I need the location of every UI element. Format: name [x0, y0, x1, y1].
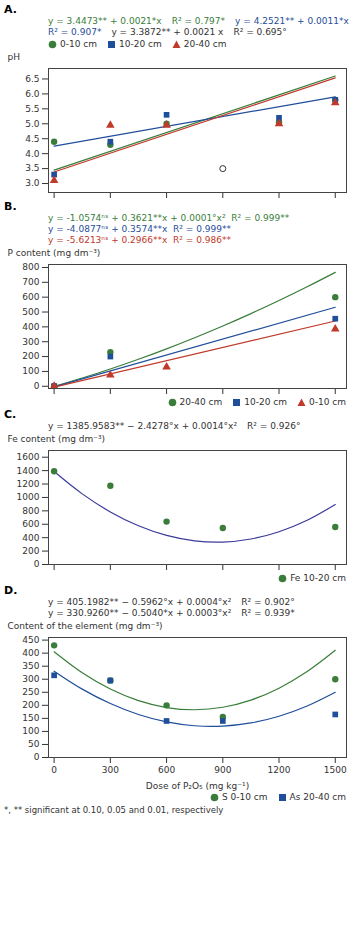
html-text:S 0-10 cm: S 0-10 cm [222, 792, 268, 802]
html-text:*, ** significant at 0.10, 0.0: *, ** significant at 0.10, 0.05 and 0.01… [4, 805, 224, 815]
html-text:y = 3.4473** + 0.0021*x: y = 3.4473** + 0.0021*x [48, 16, 162, 26]
html-text:R² = 0.902°: R² = 0.902° [241, 597, 295, 607]
svg-text:1200: 1200 [17, 479, 40, 489]
svg-text:1600: 1600 [17, 452, 40, 462]
svg-text:200: 200 [22, 546, 39, 556]
html-text:y = 330.9260** − 0.5040*x + 0.: y = 330.9260** − 0.5040*x + 0.0003°x² [48, 608, 232, 618]
svg-text:500: 500 [22, 307, 39, 317]
svg-text:250: 250 [22, 687, 39, 697]
svg-text:400: 400 [22, 322, 39, 332]
svg-text:Content of the element (mg dm⁻: Content of the element (mg dm⁻³) [8, 621, 163, 631]
html-text:y = -1.0574ⁿˢ + 0.3621**x + 0.: y = -1.0574ⁿˢ + 0.3621**x + 0.0001°x² R²… [48, 213, 290, 223]
svg-text:450: 450 [22, 635, 39, 645]
svg-text:Dose of P₂O₅ (mg kg⁻¹): Dose of P₂O₅ (mg kg⁻¹) [146, 781, 249, 791]
html-text:As 20-40 cm: As 20-40 cm [289, 792, 346, 802]
svg-text:300: 300 [102, 765, 119, 775]
svg-text:0: 0 [34, 559, 40, 569]
svg-text:1200: 1200 [268, 765, 291, 775]
svg-text:5.5: 5.5 [25, 104, 39, 114]
html-text:y = 3.3872** + 0.0021 x: y = 3.3872** + 0.0021 x [111, 27, 224, 37]
svg-text:5.0: 5.0 [25, 119, 40, 129]
html-text:Fe 10-20 cm: Fe 10-20 cm [290, 573, 346, 583]
svg-text:6.5: 6.5 [25, 74, 39, 84]
html-text:R² = 0.907*: R² = 0.907* [48, 27, 102, 37]
svg-text:400: 400 [22, 533, 39, 543]
svg-text:pH: pH [8, 52, 20, 62]
svg-text:0: 0 [51, 765, 57, 775]
html-text:R² = 0.797*: R² = 0.797* [171, 16, 226, 26]
svg-text:50: 50 [28, 739, 40, 749]
svg-text:1000: 1000 [17, 492, 40, 502]
svg-text:3.5: 3.5 [25, 163, 39, 173]
svg-text:6.0: 6.0 [25, 89, 40, 99]
svg-text:4.5: 4.5 [25, 134, 39, 144]
html-text:y = -5.6213ⁿˢ + 0.2966**x R² =: y = -5.6213ⁿˢ + 0.2966**x R² = 0.986** [48, 235, 231, 245]
html-text:B.: B. [4, 200, 17, 213]
svg-text:3.0: 3.0 [25, 178, 40, 188]
html-text:y = -4.0877ⁿˢ + 0.3574**x R² =: y = -4.0877ⁿˢ + 0.3574**x R² = 0.999** [48, 224, 231, 234]
html-text:20-40 cm: 20-40 cm [183, 39, 227, 49]
svg-text:200: 200 [22, 700, 39, 710]
svg-text:1500: 1500 [324, 765, 347, 775]
svg-text:800: 800 [22, 262, 39, 272]
svg-text:300: 300 [22, 674, 39, 684]
html-text:R² = 0.939*: R² = 0.939* [241, 608, 295, 618]
svg-text:150: 150 [22, 713, 39, 723]
html-text:y = 405.1982** − 0.5962°x + 0.: y = 405.1982** − 0.5962°x + 0.0004°x² [48, 597, 232, 607]
svg-text:600: 600 [22, 292, 39, 302]
svg-text:1400: 1400 [17, 465, 40, 475]
html-text:D.: D. [4, 584, 18, 597]
svg-text:200: 200 [22, 351, 39, 361]
html-text:0-10 cm: 0-10 cm [60, 39, 97, 49]
html-text:y = 4.2521** + 0.0011*x: y = 4.2521** + 0.0011*x [235, 16, 349, 26]
svg-text:Fe content (mg dm⁻³): Fe content (mg dm⁻³) [8, 434, 106, 444]
html-text:y = 1385.9583** − 2.4278°x + 0: y = 1385.9583** − 2.4278°x + 0.0014°x² [48, 421, 237, 431]
svg-text:100: 100 [22, 366, 39, 376]
svg-text:800: 800 [22, 506, 39, 516]
svg-text:700: 700 [22, 277, 39, 287]
svg-text:400: 400 [22, 648, 39, 658]
html-text:20-40 cm: 20-40 cm [179, 397, 223, 407]
svg-text:600: 600 [22, 519, 39, 529]
html-text:10-20 cm: 10-20 cm [244, 397, 287, 407]
svg-text:300: 300 [22, 337, 39, 347]
html-text:R² = 0.926°: R² = 0.926° [247, 421, 301, 431]
html-text:R² = 0.695°: R² = 0.695° [233, 27, 287, 37]
svg-text:600: 600 [158, 765, 175, 775]
html-text:C.: C. [4, 408, 17, 421]
html-text:10-20 cm: 10-20 cm [119, 39, 162, 49]
svg-text:900: 900 [214, 765, 231, 775]
svg-text:P content (mg dm⁻³): P content (mg dm⁻³) [8, 248, 101, 258]
svg-text:0: 0 [34, 752, 40, 762]
html-text:0-10 cm: 0-10 cm [309, 397, 346, 407]
svg-text:0: 0 [34, 381, 40, 391]
html-text:A.: A. [4, 3, 17, 16]
svg-text:4.0: 4.0 [25, 149, 40, 159]
svg-text:100: 100 [22, 726, 39, 736]
svg-text:350: 350 [22, 661, 39, 671]
